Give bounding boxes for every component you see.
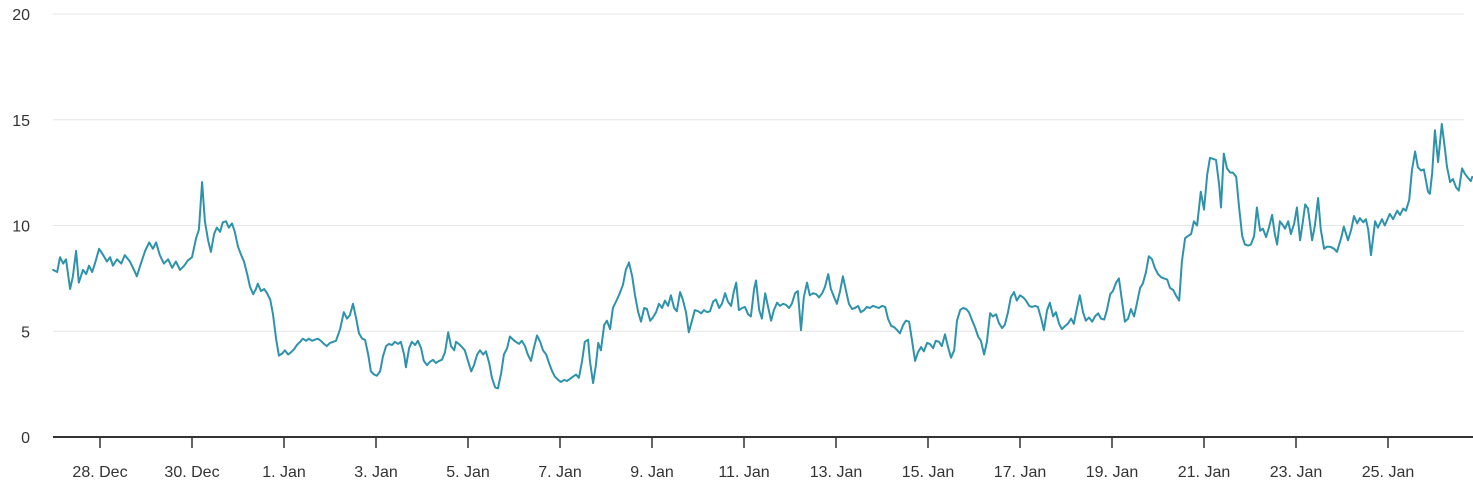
y-axis-label: 20 xyxy=(12,7,30,24)
x-axis-label: 9. Jan xyxy=(630,464,674,481)
x-axis-label: 15. Jan xyxy=(902,464,954,481)
x-axis-label: 1. Jan xyxy=(262,464,306,481)
x-axis-label: 28. Dec xyxy=(72,464,127,481)
x-axis-label: 17. Jan xyxy=(994,464,1046,481)
x-axis-label: 3. Jan xyxy=(354,464,398,481)
x-axis-label: 30. Dec xyxy=(164,464,219,481)
x-axis-label: 19. Jan xyxy=(1086,464,1138,481)
y-axis-label: 5 xyxy=(21,324,30,341)
y-axis-label: 10 xyxy=(12,219,30,236)
x-axis-label: 7. Jan xyxy=(538,464,582,481)
y-axis-label: 15 xyxy=(12,113,30,130)
series-line xyxy=(52,123,1473,390)
x-axis-label: 21. Jan xyxy=(1178,464,1230,481)
x-axis-label: 11. Jan xyxy=(718,464,769,481)
x-axis-label: 13. Jan xyxy=(810,464,862,481)
x-axis-label: 23. Jan xyxy=(1270,464,1322,481)
x-axis-label: 25. Jan xyxy=(1362,464,1414,481)
x-axis-label: 5. Jan xyxy=(446,464,490,481)
y-axis-label: 0 xyxy=(21,430,30,447)
